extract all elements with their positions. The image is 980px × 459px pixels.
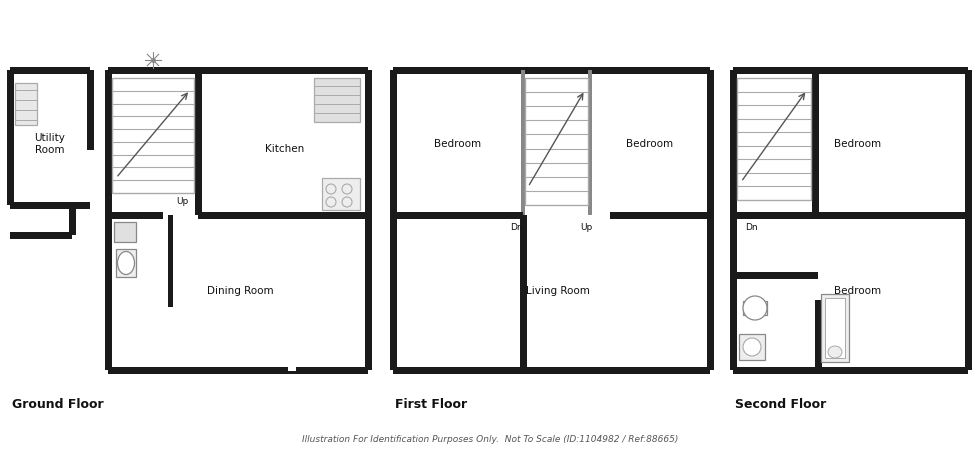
Text: Bedroom: Bedroom xyxy=(834,286,882,296)
Bar xyxy=(814,300,821,370)
Bar xyxy=(743,301,767,315)
Bar xyxy=(519,215,526,370)
Bar xyxy=(610,212,710,218)
Text: Dn: Dn xyxy=(745,223,758,231)
Bar xyxy=(198,212,368,218)
Bar xyxy=(86,70,93,150)
Bar xyxy=(707,70,713,215)
Bar xyxy=(15,83,37,125)
Circle shape xyxy=(743,338,761,356)
Bar xyxy=(10,202,90,208)
Bar xyxy=(729,215,737,370)
Bar xyxy=(389,215,397,370)
Text: Up: Up xyxy=(580,224,592,233)
Bar xyxy=(393,366,710,374)
Bar xyxy=(588,70,592,215)
Bar xyxy=(288,366,296,371)
Bar xyxy=(737,78,811,200)
Ellipse shape xyxy=(118,252,134,274)
Bar xyxy=(811,70,818,215)
Bar xyxy=(393,67,710,73)
Text: Living Room: Living Room xyxy=(526,286,590,296)
Bar xyxy=(108,212,163,218)
Bar xyxy=(108,366,368,374)
Bar xyxy=(116,249,136,277)
Text: Ground Floor: Ground Floor xyxy=(12,397,104,410)
Text: Illustration For Identification Purposes Only.  Not To Scale (ID:1104982 / Ref:8: Illustration For Identification Purposes… xyxy=(302,435,678,443)
Bar xyxy=(733,67,968,73)
Bar xyxy=(729,70,737,215)
Bar xyxy=(521,70,525,215)
Bar xyxy=(733,272,818,279)
Bar xyxy=(825,298,845,358)
Text: Kitchen: Kitchen xyxy=(266,144,305,154)
Text: Bedroom: Bedroom xyxy=(834,139,882,149)
Text: Bedroom: Bedroom xyxy=(626,139,673,149)
Bar xyxy=(112,78,194,193)
Text: Dn: Dn xyxy=(510,224,522,233)
Bar xyxy=(322,178,360,210)
Bar xyxy=(314,78,360,122)
Bar xyxy=(7,70,14,205)
Bar xyxy=(821,294,849,362)
Bar xyxy=(10,67,90,73)
Bar xyxy=(105,70,112,215)
Text: Second Floor: Second Floor xyxy=(735,397,826,410)
Bar xyxy=(733,212,968,218)
Bar xyxy=(69,205,75,235)
Bar xyxy=(739,334,765,360)
Bar xyxy=(525,78,588,205)
Bar xyxy=(389,70,397,215)
Text: Utility
Room: Utility Room xyxy=(34,133,66,155)
Bar xyxy=(733,366,968,374)
Text: Bedroom: Bedroom xyxy=(434,139,481,149)
Bar xyxy=(964,215,971,370)
Bar xyxy=(105,215,112,370)
Bar xyxy=(168,215,172,307)
Bar xyxy=(194,70,202,215)
Bar xyxy=(365,215,371,370)
Text: Up: Up xyxy=(175,197,188,207)
Bar xyxy=(114,222,136,242)
Bar xyxy=(108,67,368,73)
Bar xyxy=(393,212,523,218)
Text: First Floor: First Floor xyxy=(395,397,467,410)
Bar xyxy=(707,215,713,370)
Bar xyxy=(10,231,72,239)
Ellipse shape xyxy=(828,346,842,358)
Bar xyxy=(964,70,971,215)
Text: Dining Room: Dining Room xyxy=(207,286,273,296)
Bar xyxy=(365,70,371,215)
Circle shape xyxy=(743,296,767,320)
